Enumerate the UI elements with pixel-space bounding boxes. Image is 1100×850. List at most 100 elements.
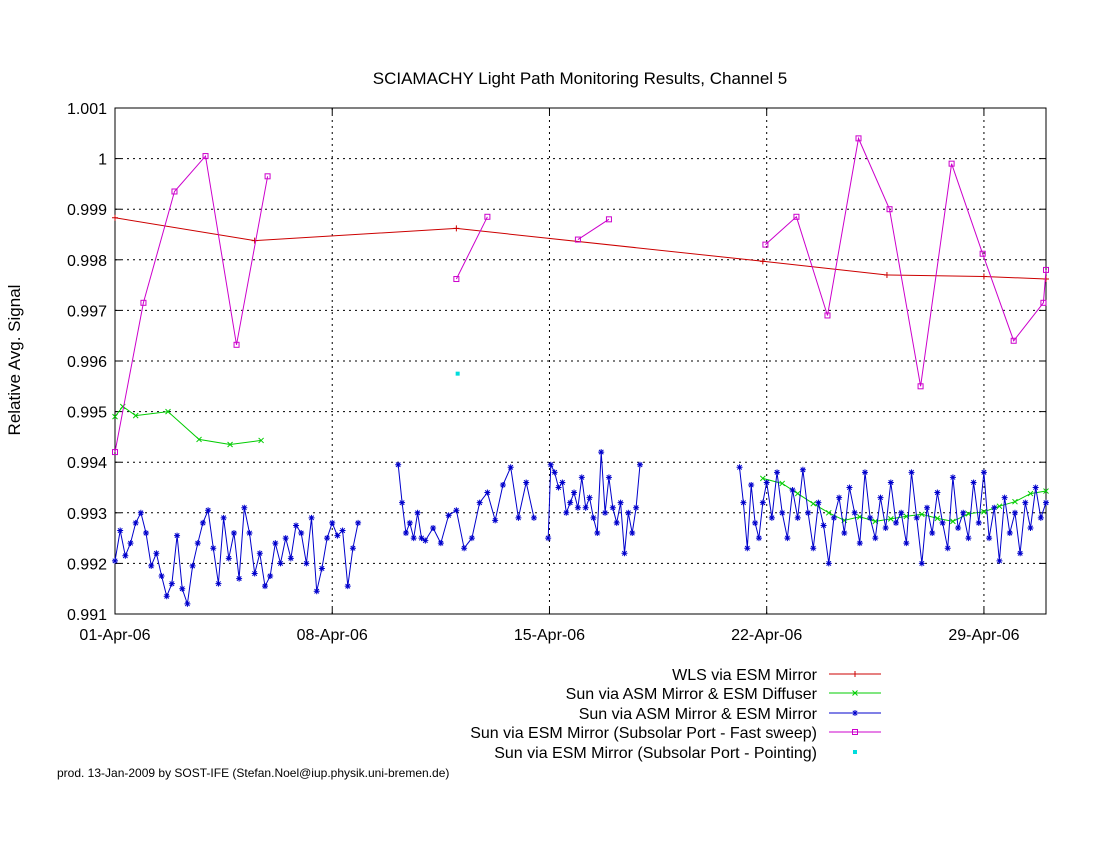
data-point-star	[453, 507, 460, 514]
data-point-star	[887, 479, 894, 486]
y-tick-label: 1	[98, 152, 107, 169]
legend-label: Sun via ESM Mirror (Subsolar Port - Poin…	[494, 745, 817, 762]
data-point-star	[590, 514, 597, 521]
data-point-star	[132, 519, 139, 526]
series-line	[577, 218, 610, 241]
data-point-square	[793, 213, 800, 220]
data-point-star	[567, 499, 574, 506]
data-point-star	[815, 499, 822, 506]
data-point-star	[949, 474, 956, 481]
data-point-square	[484, 213, 491, 220]
data-point-star	[410, 535, 417, 542]
data-point-star	[586, 494, 593, 501]
data-point-star	[1032, 484, 1039, 491]
data-point-square	[886, 206, 893, 213]
data-point-star	[334, 532, 341, 539]
series-line	[739, 467, 1047, 564]
y-tick-label: 0.999	[67, 202, 107, 219]
data-point-star	[468, 535, 475, 542]
data-point-star	[395, 461, 402, 468]
data-point-star	[574, 504, 581, 511]
y-tick-label: 0.994	[67, 455, 107, 472]
data-point-cross	[165, 408, 171, 415]
data-point-star	[329, 519, 336, 526]
data-point-star	[402, 530, 409, 537]
data-point-star	[127, 540, 134, 547]
y-tick-label: 0.992	[67, 556, 107, 573]
data-point-square	[112, 449, 118, 456]
data-point-square	[855, 135, 862, 142]
data-point-star	[602, 509, 609, 516]
y-axis-title: Relative Avg. Signal	[5, 285, 24, 436]
series-2	[112, 403, 1049, 525]
data-point-star	[236, 575, 243, 582]
data-point-star	[293, 522, 300, 529]
data-point-star	[492, 517, 499, 524]
data-point-square	[1043, 266, 1049, 273]
data-point-star	[282, 535, 289, 542]
data-point-cross	[934, 515, 941, 522]
data-point-star	[461, 545, 468, 552]
data-point-star	[929, 530, 936, 537]
data-point-star	[430, 524, 437, 531]
data-point-star	[148, 562, 155, 569]
footer-credit: prod. 13-Jan-2009 by SOST-IFE (Stefan.No…	[57, 766, 449, 780]
data-point-star	[748, 481, 755, 488]
data-point-dot	[853, 750, 857, 754]
data-point-square	[202, 153, 209, 160]
y-tick-label: 0.995	[67, 405, 107, 422]
data-point-star	[205, 507, 212, 514]
data-point-star	[820, 522, 827, 529]
data-point-star	[545, 535, 552, 542]
data-point-square	[852, 729, 858, 735]
legend: WLS via ESM Mirror Sun via ASM Mirror & E…	[470, 667, 881, 762]
data-point-square	[264, 173, 271, 180]
data-point-square	[574, 236, 581, 243]
data-point-cross	[112, 413, 118, 420]
data-point-square	[605, 216, 612, 223]
data-point-star	[308, 514, 315, 521]
data-point-star	[605, 474, 612, 481]
series-line	[114, 507, 359, 605]
data-point-cross	[779, 480, 786, 487]
x-tick-label: 01-Apr-06	[79, 627, 150, 644]
data-point-star	[1011, 509, 1018, 516]
data-point-star	[867, 514, 874, 521]
data-point-star	[163, 593, 170, 600]
data-point-star	[960, 509, 967, 516]
data-point-star	[903, 540, 910, 547]
data-point-star	[303, 560, 310, 567]
y-tick-label: 1.001	[67, 101, 107, 118]
data-point-cross	[825, 509, 832, 516]
data-point-star	[986, 535, 993, 542]
data-point-star	[955, 524, 962, 531]
data-point-star	[225, 555, 232, 562]
data-point-star	[975, 519, 982, 526]
data-point-cross	[887, 516, 894, 522]
data-point-star	[318, 565, 325, 572]
data-point-cross	[196, 436, 202, 443]
data-point-star	[970, 479, 977, 486]
data-point-star	[563, 509, 570, 516]
series-4	[112, 135, 1049, 456]
data-point-star	[744, 545, 751, 552]
legend-label: Sun via ASM Mirror & ESM Diffuser	[566, 686, 818, 703]
data-point-star	[507, 464, 514, 471]
data-point-square	[140, 299, 147, 306]
data-point-star	[924, 504, 931, 511]
data-point-star	[122, 552, 129, 559]
x-tick-label: 15-Apr-06	[514, 627, 585, 644]
legend-label: Sun via ESM Mirror (Subsolar Port - Fast…	[470, 725, 817, 742]
data-point-star	[594, 530, 601, 537]
y-tick-label: 0.993	[67, 506, 107, 523]
data-point-star	[629, 530, 636, 537]
data-point-star	[1037, 514, 1044, 521]
data-point-star	[768, 514, 775, 521]
data-point-star	[755, 535, 762, 542]
data-point-star	[523, 479, 530, 486]
data-point-cross	[981, 508, 987, 515]
series-line	[397, 464, 535, 550]
data-point-cross	[759, 475, 766, 482]
legend-label: Sun via ASM Mirror & ESM Mirror	[579, 706, 818, 723]
data-point-star	[437, 540, 444, 547]
